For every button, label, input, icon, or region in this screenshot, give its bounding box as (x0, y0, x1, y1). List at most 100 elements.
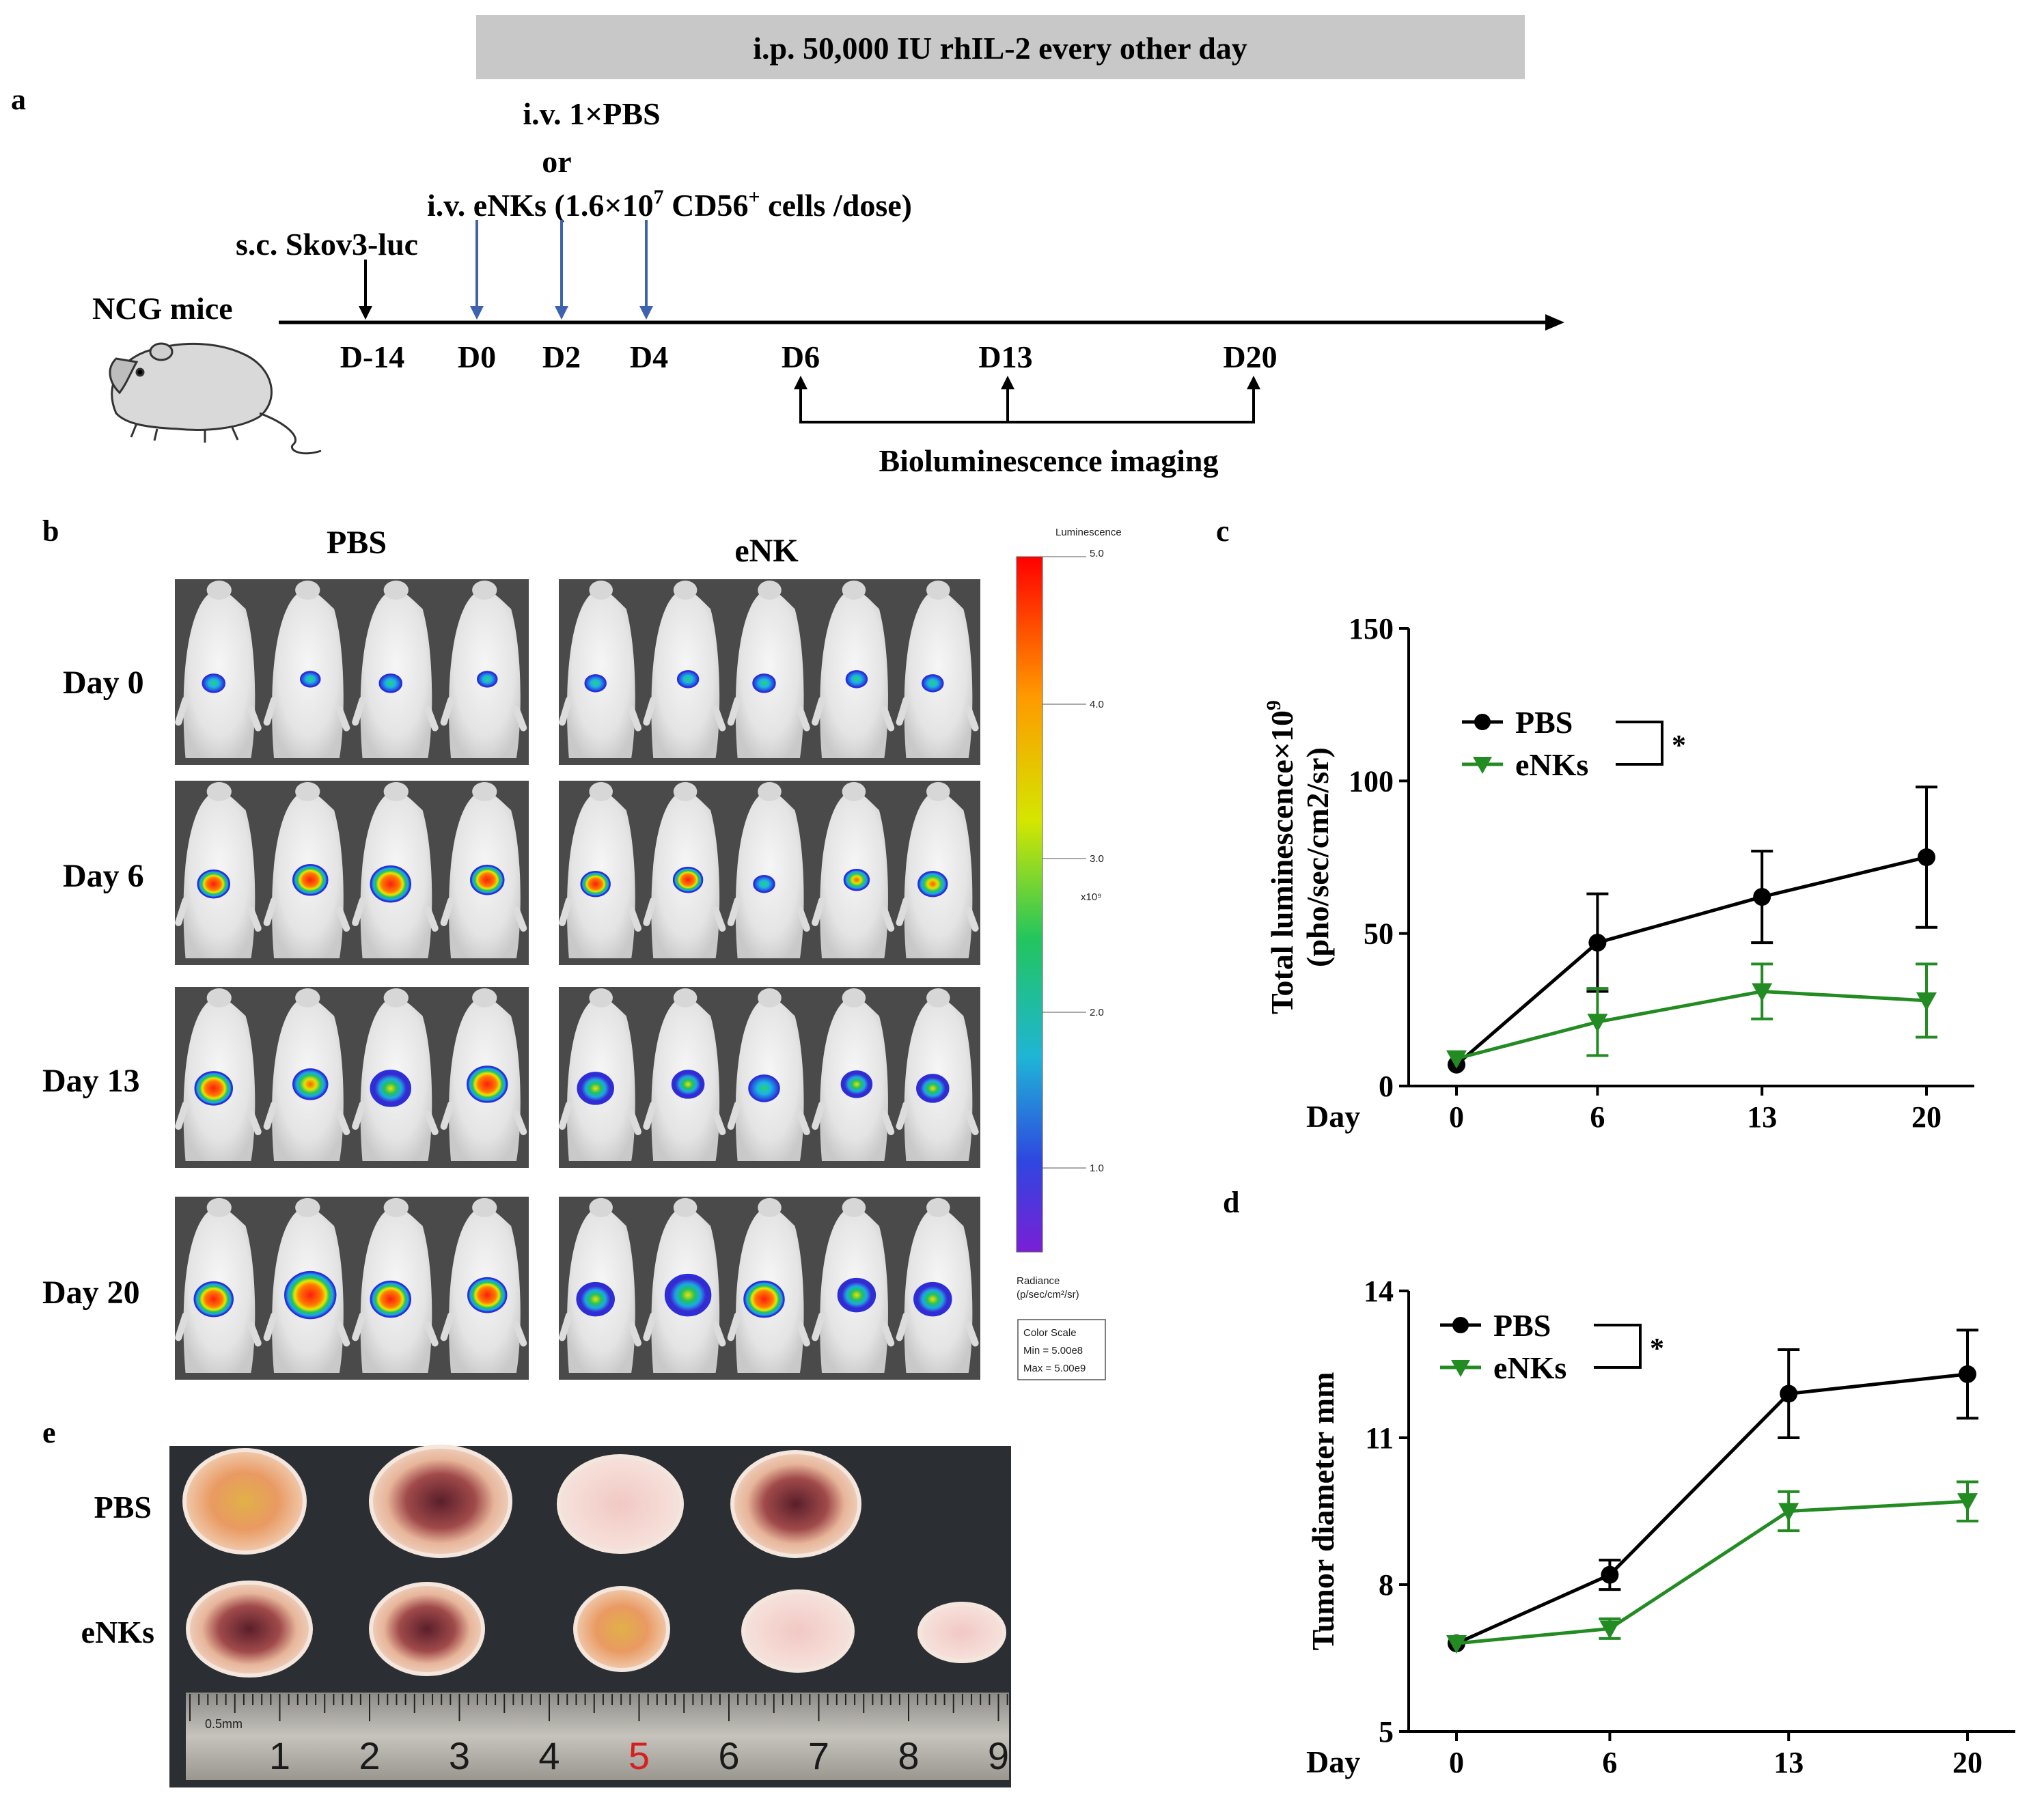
x-tick-label-d: 0 (1449, 1746, 1464, 1779)
bli-tumor-signal (197, 869, 230, 899)
panel-d-tumor-diameter-chart: d 5 8 11 14 0 6 13 20 Day Tumor diameter mm PBS eNK… (1223, 1186, 2015, 1779)
point-pbs-day13 (1753, 888, 1771, 906)
legend-marker-pbs (1452, 1317, 1469, 1333)
tumor-sample-enks-5 (917, 1602, 1006, 1663)
y-tick-label-c: 100 (1349, 764, 1394, 798)
legend-label-enks: eNKs (1493, 1350, 1566, 1385)
bli-tumor-signal (837, 1277, 876, 1313)
bli-mouse-enk-3-2 (727, 1198, 810, 1373)
bioluminescence-imaging-label: Bioluminescence imaging (879, 443, 1218, 478)
bli-tumor-signal (840, 1070, 873, 1098)
bli-mouse-enk-0-3 (812, 581, 895, 758)
row-label-day6: Day 6 (63, 858, 144, 894)
x-tick-label-d: 13 (1773, 1746, 1804, 1779)
ruler-unit-label: 0.5mm (205, 1717, 243, 1731)
or-label: or (542, 144, 571, 179)
tumor-sample-pbs-3 (557, 1454, 684, 1554)
point-pbs-day20 (1918, 848, 1935, 866)
bli-mouse-enk-2-1 (643, 988, 726, 1161)
bli-tumor-signal (580, 870, 611, 898)
imaging-arrow-d13-icon (1001, 376, 1014, 389)
panel-c-luminescence-chart: c 0 50 100 150 0 6 13 20 Day Total luminescence×1… (1216, 514, 1974, 1134)
bli-tumor-signal (292, 863, 329, 896)
tumor-sample-enks-4 (741, 1589, 855, 1673)
tumor-sample-pbs-2 (369, 1445, 512, 1558)
point-enks-day13 (1778, 1503, 1799, 1522)
day-label-d2: D2 (542, 339, 581, 374)
x-tick-label-c: 20 (1911, 1100, 1942, 1134)
skov3-injection-arrow (359, 260, 372, 320)
bli-mouse-enk-3-1 (643, 1198, 726, 1373)
bli-tumor-signal (370, 1280, 411, 1318)
bli-mouse-pbs-0-0 (175, 581, 262, 758)
point-enks-day20 (1916, 992, 1937, 1011)
bli-tumor-signal (671, 1070, 705, 1099)
point-pbs-day6 (1601, 1566, 1619, 1584)
bli-mouse-pbs-2-0 (175, 988, 262, 1161)
enk-dose-arrow-d0 (470, 220, 484, 320)
bli-mouse-enk-1-4 (896, 782, 979, 958)
y-axis-label-d: Tumor diameter mm (1306, 1372, 1340, 1650)
group-label-pbs: PBS (327, 525, 387, 561)
bli-mouse-enk-1-1 (643, 782, 726, 958)
bli-tumor-signal (845, 670, 868, 688)
ruler-number-1: 1 (269, 1734, 290, 1777)
sc-skov3-label: s.c. Skov3-luc (236, 227, 418, 262)
bli-mouse-pbs-2-1 (263, 988, 350, 1161)
iv-enks-label: i.v. eNKs (1.6×107 CD56+ cells /dose) (427, 186, 912, 223)
group-label-enk: eNK (734, 533, 798, 569)
bli-mouse-enk-0-1 (643, 581, 726, 758)
bli-tumor-signal (843, 868, 870, 891)
bli-mouse-enk-2-3 (812, 988, 895, 1161)
series-line-pbs-d (1455, 1372, 1968, 1645)
significance-bracket-d (1594, 1324, 1642, 1369)
point-enks-day0 (1446, 1635, 1467, 1654)
ruler-number-5: 5 (629, 1734, 650, 1777)
panel-label-a: a (11, 83, 26, 116)
bli-tumor-signal (672, 866, 704, 893)
y-tick-label-c: 50 (1364, 917, 1394, 951)
bli-tumor-signal (194, 1071, 233, 1106)
y-tick-label-d: 8 (1379, 1568, 1394, 1602)
bli-image-grid (175, 579, 980, 1380)
colorbar-tick-4: 4.0 (1090, 699, 1104, 710)
panel-b-imaging: b PBS eNK Day 0 Day 6 Day 13 Day 20 Lumi… (42, 514, 1122, 1380)
legend-marker-enks (1473, 757, 1492, 774)
bli-mouse-pbs-1-3 (440, 782, 527, 958)
series-line-pbs-c (1455, 855, 1927, 1066)
bli-tumor-signal (292, 1068, 329, 1100)
photo-row-label-pbs: PBS (94, 1490, 152, 1525)
panel-label-d: d (1223, 1186, 1239, 1219)
bli-tumor-signal (752, 673, 776, 693)
bli-mouse-enk-1-3 (812, 782, 895, 958)
significance-star-d: * (1650, 1333, 1664, 1365)
bli-tumor-signal (922, 674, 944, 693)
tumor-sample-enks-3 (573, 1586, 670, 1672)
row-label-day13: Day 13 (42, 1063, 140, 1099)
significance-star-c: * (1672, 730, 1686, 762)
bli-tumor-signal (577, 1072, 614, 1105)
color-scale-max: Max = 5.00e9 (1023, 1363, 1086, 1374)
bli-mouse-pbs-0-2 (352, 581, 439, 758)
bli-tumor-signal (676, 670, 700, 688)
panel-a-timeline: a i.p. 50,000 IU rhIL-2 every other day … (11, 15, 1564, 478)
y-axis-unit-c: (pho/sec/cm2/sr) (1300, 747, 1335, 967)
point-pbs-day6 (1588, 934, 1607, 952)
bli-tumor-signal (584, 674, 607, 693)
colorbar-tick-1: 1.0 (1090, 1163, 1104, 1174)
bli-mouse-enk-2-2 (727, 988, 810, 1161)
row-label-day20: Day 20 (42, 1275, 140, 1311)
radiance-unit: (p/sec/cm²/sr) (1017, 1289, 1079, 1300)
day-label-d13: D13 (978, 339, 1032, 374)
series-line-enks-d (1456, 1499, 1968, 1645)
colorbar-gradient (1016, 556, 1043, 1253)
bli-mouse-enk-1-0 (558, 782, 641, 958)
day-label-d6: D6 (782, 339, 820, 374)
ruler-number-3: 3 (449, 1734, 470, 1777)
bli-mouse-enk-3-4 (896, 1198, 979, 1373)
x-axis-label-c: Day (1306, 1099, 1360, 1134)
enk-dose-arrow-d4 (639, 220, 653, 320)
point-pbs-day20 (1959, 1365, 1976, 1383)
legend-label-pbs: PBS (1515, 705, 1573, 740)
row-label-day0: Day 0 (63, 665, 144, 701)
